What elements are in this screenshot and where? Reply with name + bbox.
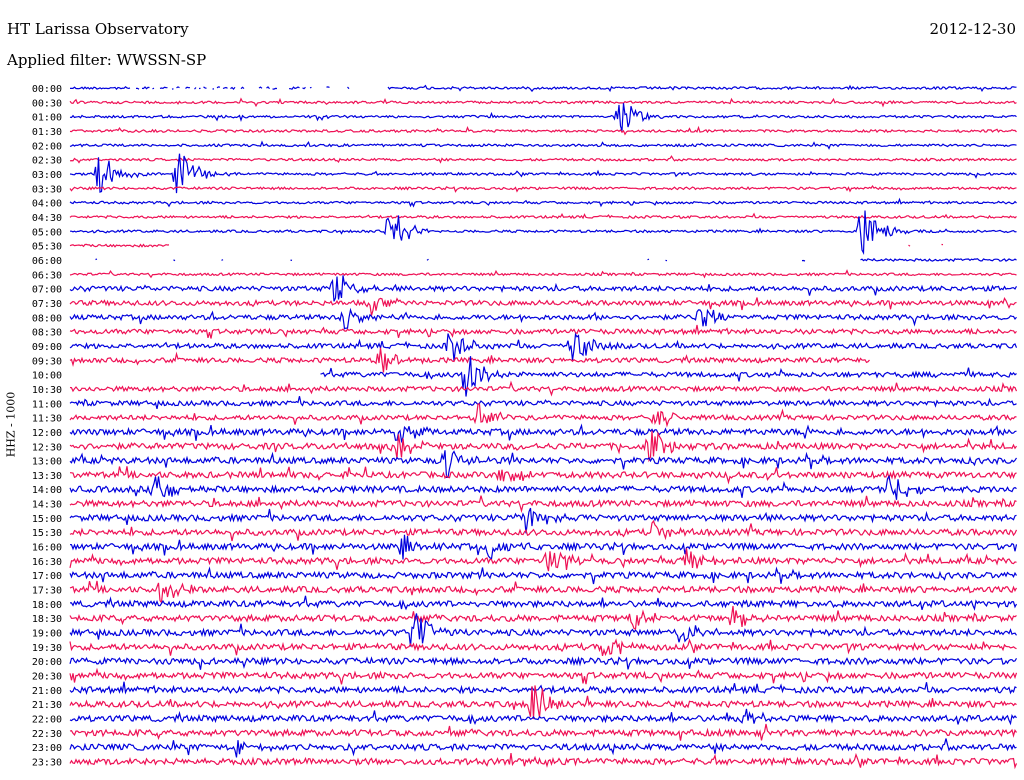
- trace-time-label: 07:30: [32, 299, 62, 310]
- trace-time-label: 13:00: [32, 457, 62, 468]
- trace-time-label: 23:00: [32, 743, 62, 754]
- trace-time-label: 02:00: [32, 141, 62, 152]
- seismic-trace: [69, 548, 1017, 572]
- trace-time-label: 16:30: [32, 557, 62, 568]
- seismic-trace: [69, 84, 1017, 93]
- trace-time-label: 16:00: [32, 543, 62, 554]
- filter-label: Applied filter: WWSSN-SP: [7, 51, 207, 69]
- seismic-trace: [69, 307, 1017, 330]
- trace-time-label: 17:30: [32, 586, 62, 597]
- seismic-trace: [69, 613, 1017, 647]
- seismic-trace: [69, 184, 1017, 193]
- seismic-trace: [69, 450, 1018, 478]
- seismic-trace: [69, 752, 1018, 770]
- date-label: 2012-12-30: [929, 20, 1016, 38]
- seismic-trace: [69, 275, 1018, 302]
- seismic-trace: [69, 332, 1018, 362]
- seismic-trace: [69, 580, 1018, 605]
- trace-time-label: 07:00: [32, 285, 62, 296]
- seismic-trace: [69, 685, 1017, 720]
- trace-time-label: 15:30: [32, 528, 62, 539]
- trace-time-label: 20:00: [32, 657, 62, 668]
- trace-time-label: 11:00: [32, 399, 62, 410]
- trace-time-label: 15:00: [32, 514, 62, 525]
- trace-time-label: 14:00: [32, 485, 62, 496]
- trace-time-label: 06:00: [32, 256, 62, 267]
- seismic-trace: [69, 269, 1017, 279]
- seismic-trace: [320, 356, 1017, 397]
- seismic-trace: [69, 103, 1017, 131]
- trace-time-label: 09:30: [32, 356, 62, 367]
- trace-time-label: 04:00: [32, 199, 62, 210]
- trace-time-label: 19:00: [32, 629, 62, 640]
- seismic-trace: [69, 519, 1018, 542]
- trace-time-label: 18:00: [32, 600, 62, 611]
- trace-time-label: 22:00: [32, 715, 62, 726]
- trace-time-label: 00:30: [32, 98, 62, 109]
- trace-time-label: 08:00: [32, 313, 62, 324]
- seismic-trace: [69, 423, 1017, 444]
- seismic-trace: [69, 605, 1017, 630]
- seismic-trace: [70, 244, 1000, 246]
- seismic-trace: [69, 655, 1018, 670]
- trace-time-label: 10:30: [32, 385, 62, 396]
- seismic-trace: [70, 210, 1017, 255]
- seismic-trace: [69, 738, 1017, 758]
- trace-time-label: 17:00: [32, 571, 62, 582]
- seismic-trace: [69, 153, 1017, 194]
- trace-time-label: 06:30: [32, 270, 62, 281]
- seismic-trace: [69, 380, 1018, 397]
- trace-time-label: 04:30: [32, 213, 62, 224]
- trace-time-label: 00:00: [32, 84, 62, 95]
- seismic-trace: [69, 566, 1018, 585]
- trace-time-label: 21:00: [32, 686, 62, 697]
- trace-time-label: 10:00: [32, 371, 62, 382]
- seismic-trace: [69, 155, 1017, 164]
- seismic-trace: [69, 197, 1017, 208]
- seismic-trace: [69, 297, 1017, 316]
- trace-time-label: 05:30: [32, 242, 62, 253]
- seismic-trace: [69, 140, 1017, 150]
- seismic-trace: [95, 257, 1017, 262]
- trace-time-label: 03:30: [32, 184, 62, 195]
- trace-time-label: 23:30: [32, 758, 62, 769]
- seismic-trace: [69, 723, 1017, 741]
- trace-time-label: 01:00: [32, 113, 62, 124]
- trace-time-label: 09:00: [32, 342, 62, 353]
- trace-time-label: 02:30: [32, 156, 62, 167]
- seismic-trace: [69, 667, 1018, 685]
- trace-time-label: 11:30: [32, 414, 62, 425]
- seismic-trace: [69, 430, 1017, 463]
- trace-time-label: 14:30: [32, 500, 62, 511]
- trace-time-label: 21:30: [32, 700, 62, 711]
- trace-time-label: 03:00: [32, 170, 62, 181]
- trace-time-label: 13:30: [32, 471, 62, 482]
- seismic-trace: [69, 466, 1017, 485]
- seismic-trace: [69, 125, 1017, 136]
- trace-time-label: 08:30: [32, 328, 62, 339]
- seismic-trace: [69, 97, 1017, 108]
- seismic-trace: [69, 507, 1017, 534]
- seismic-trace: [69, 396, 1017, 410]
- trace-time-label: 12:00: [32, 428, 62, 439]
- seismic-trace: [69, 534, 1018, 560]
- seismic-trace: [69, 474, 1017, 500]
- seismic-trace: [69, 403, 1017, 428]
- trace-time-label: 18:30: [32, 614, 62, 625]
- seismic-trace: [69, 212, 1017, 220]
- trace-time-label: 01:30: [32, 127, 62, 138]
- seismic-trace: [69, 324, 1017, 339]
- trace-time-label: 12:30: [32, 442, 62, 453]
- seismic-trace: [69, 708, 1017, 726]
- trace-time-label: 05:00: [32, 227, 62, 238]
- trace-time-label: 22:30: [32, 729, 62, 740]
- observatory-title: HT Larissa Observatory: [7, 20, 189, 38]
- seismic-trace: [69, 495, 1017, 514]
- seismic-trace: [69, 638, 1017, 657]
- seismic-trace: [70, 595, 1018, 611]
- trace-time-label: 20:30: [32, 672, 62, 683]
- trace-time-label: 19:30: [32, 643, 62, 654]
